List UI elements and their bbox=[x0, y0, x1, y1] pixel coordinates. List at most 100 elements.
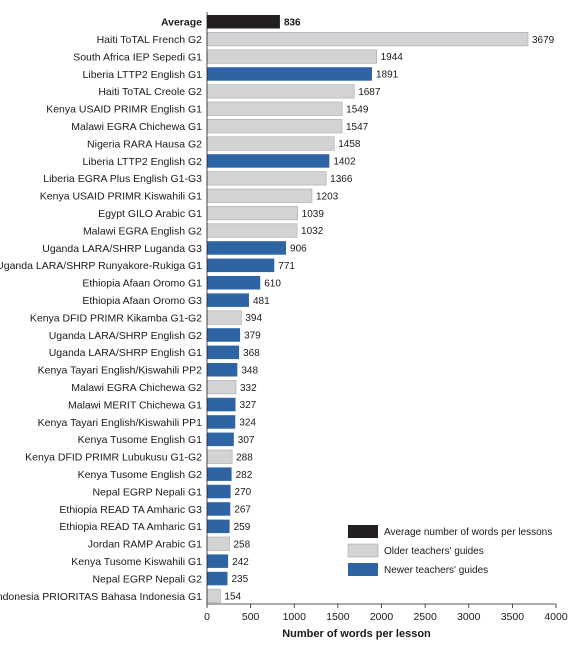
category-label: Liberia LTTP2 English G1 bbox=[83, 69, 203, 81]
category-label: Kenya DFID PRIMR Kikamba G1-G2 bbox=[30, 312, 202, 324]
value-label: 1039 bbox=[302, 209, 325, 220]
category-label: Malawi MERIT Chichewa G1 bbox=[68, 399, 202, 411]
bar-older bbox=[206, 32, 529, 47]
value-label: 836 bbox=[284, 17, 301, 28]
value-label: 270 bbox=[235, 487, 252, 498]
legend: Average number of words per lessons Older… bbox=[347, 525, 552, 576]
value-label: 324 bbox=[239, 418, 256, 429]
value-label: 1891 bbox=[376, 70, 399, 81]
category-label: Kenya Tusome English G2 bbox=[78, 469, 202, 481]
category-label: Average bbox=[161, 17, 202, 29]
legend-label-average: Average number of words per lessons bbox=[384, 527, 552, 538]
bar-older bbox=[206, 449, 233, 464]
x-axis: 0 500 1000 1500 2000 2500 3000 3500 4000 bbox=[204, 12, 568, 623]
category-label: Liberia EGRA Plus English G1-G3 bbox=[43, 173, 202, 185]
legend-swatch-older bbox=[347, 543, 379, 558]
bar-older bbox=[206, 171, 327, 186]
bar-older bbox=[206, 223, 298, 238]
x-tick-label: 1500 bbox=[326, 611, 350, 623]
bar-newer bbox=[207, 432, 234, 447]
value-label: 154 bbox=[224, 592, 241, 603]
x-tick-label: 1000 bbox=[283, 611, 307, 623]
category-label: Malawi EGRA Chichewa G1 bbox=[71, 121, 202, 133]
bar-newer bbox=[207, 415, 236, 429]
value-label: 332 bbox=[240, 383, 257, 394]
bar-newer bbox=[207, 571, 228, 586]
value-label: 1547 bbox=[346, 122, 369, 133]
value-label: 1032 bbox=[301, 226, 324, 237]
value-label: 242 bbox=[232, 557, 249, 568]
category-label: Kenya Tusome English G1 bbox=[78, 434, 202, 446]
value-label: 368 bbox=[243, 348, 260, 359]
bar-newer bbox=[207, 502, 231, 516]
category-label: Kenya Tayari English/Kiswahili PP1 bbox=[38, 417, 203, 429]
bar-older bbox=[206, 101, 343, 116]
category-label: Kenya Tusome Kiswahili G1 bbox=[71, 556, 202, 568]
category-label: Egypt GILO Arabic G1 bbox=[98, 208, 202, 220]
legend-label-older: Older teachers' guides bbox=[384, 546, 484, 557]
bars-layer: Average 836 Haiti ToTAL French G2 3679 South… bbox=[0, 15, 555, 604]
bar-newer bbox=[207, 397, 236, 412]
category-label: Uganda LARA/SHRP English G1 bbox=[49, 347, 202, 359]
bar-older bbox=[206, 310, 242, 325]
legend-label-newer: Newer teachers' guides bbox=[384, 565, 488, 576]
value-label: 379 bbox=[244, 331, 261, 342]
legend-swatch-newer bbox=[348, 563, 378, 576]
bar-newer bbox=[207, 67, 372, 81]
x-axis-title: Number of words per lesson bbox=[282, 628, 431, 640]
bar-newer bbox=[207, 467, 232, 481]
x-tick-label: 2500 bbox=[413, 611, 437, 623]
bar-newer bbox=[207, 345, 240, 360]
bar-newer bbox=[207, 328, 241, 342]
category-label: Nepal EGRP Nepali G1 bbox=[92, 486, 202, 498]
category-label: Kenya Tayari English/Kiswahili PP2 bbox=[38, 365, 203, 377]
value-label: 1366 bbox=[330, 174, 353, 185]
x-tick-label: 0 bbox=[204, 611, 210, 623]
bar-older bbox=[206, 588, 221, 604]
bar-newer bbox=[207, 241, 287, 255]
category-label: Haiti ToTAL Creole G2 bbox=[98, 86, 202, 98]
bar-older bbox=[206, 136, 335, 151]
bar-older bbox=[206, 188, 313, 203]
value-label: 288 bbox=[236, 452, 253, 463]
bar-older bbox=[206, 206, 298, 221]
value-label: 481 bbox=[253, 296, 270, 307]
bar-older bbox=[206, 119, 343, 134]
value-label: 3679 bbox=[532, 35, 555, 46]
category-label: Nepal EGRP Nepali G2 bbox=[92, 573, 202, 585]
value-label: 394 bbox=[245, 313, 262, 324]
value-label: 1203 bbox=[316, 191, 339, 202]
value-label: 267 bbox=[234, 505, 251, 516]
category-label: Kenya USAID PRIMR Kiswahili G1 bbox=[40, 191, 202, 203]
bar-older bbox=[206, 380, 237, 395]
bar-newer bbox=[207, 293, 249, 307]
value-label: 1687 bbox=[358, 87, 381, 98]
legend-swatch-average bbox=[348, 525, 378, 538]
value-label: 906 bbox=[290, 244, 307, 255]
value-label: 282 bbox=[236, 470, 253, 481]
category-label: Ethiopia READ TA Amharic G3 bbox=[59, 504, 202, 516]
category-label: Uganda LARA/SHRP English G2 bbox=[49, 330, 202, 342]
category-label: Haiti ToTAL French G2 bbox=[97, 34, 203, 46]
bar-newer bbox=[207, 258, 275, 273]
category-label: Indonesia PRIORITAS Bahasa Indonesia G1 bbox=[0, 591, 202, 603]
value-label: 1944 bbox=[381, 52, 404, 63]
value-label: 348 bbox=[241, 365, 258, 376]
bar-newer bbox=[207, 554, 229, 568]
value-label: 235 bbox=[232, 574, 249, 585]
value-label: 259 bbox=[234, 522, 251, 533]
x-tick-label: 3000 bbox=[457, 611, 481, 623]
category-label: Nigeria RARA Hausa G2 bbox=[87, 138, 202, 150]
value-label: 1402 bbox=[333, 157, 356, 168]
value-label: 771 bbox=[278, 261, 295, 272]
bar-older bbox=[206, 84, 355, 99]
x-tick-label: 3500 bbox=[501, 611, 525, 623]
value-label: 307 bbox=[238, 435, 255, 446]
bar-older bbox=[206, 49, 377, 64]
bar-newer bbox=[207, 154, 330, 168]
x-tick-label: 500 bbox=[242, 611, 260, 623]
category-label: Malawi EGRA Chichewa G2 bbox=[71, 382, 202, 394]
bar-average bbox=[207, 15, 280, 29]
value-label: 1458 bbox=[338, 139, 361, 150]
